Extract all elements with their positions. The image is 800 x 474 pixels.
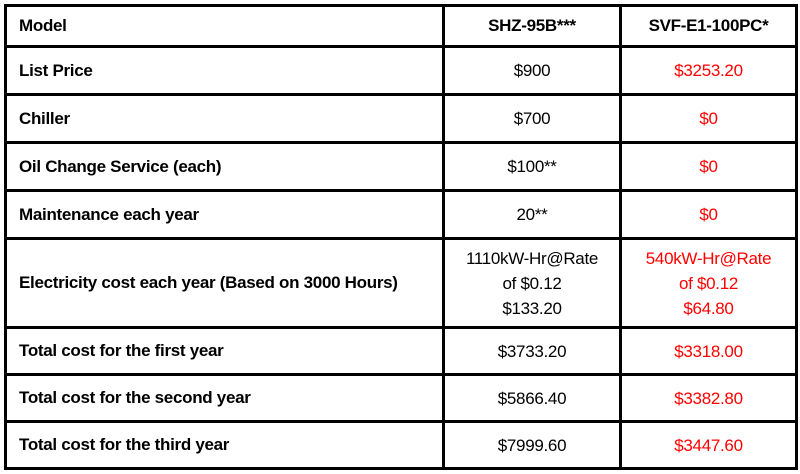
shz-value-cell: $700	[442, 93, 622, 144]
row-label: List Price	[4, 45, 445, 96]
row-label: Total cost for the first year	[4, 326, 445, 376]
shz-value-cell: $3733.20	[442, 326, 622, 376]
value-line: $5866.40	[497, 388, 567, 408]
svf-value-cell: $0	[619, 141, 798, 192]
svf-value-cell: $3447.60	[619, 420, 798, 470]
svf-value-cell: $3382.80	[619, 373, 798, 423]
value-line: $700	[513, 109, 551, 128]
row-label: Chiller	[4, 93, 445, 144]
table-row: List Price $900 $3253.20	[4, 45, 798, 96]
table-row: Total cost for the third year $7999.60 $…	[4, 420, 798, 470]
svf-value-cell: $3253.20	[619, 45, 798, 96]
value-line: of $0.12	[678, 273, 739, 293]
value-line: $3253.20	[674, 61, 743, 80]
row-label: Electricity cost each year (Based on 300…	[4, 237, 445, 329]
table-row: Chiller $700 $0	[4, 93, 798, 144]
value-line: $64.80	[683, 298, 734, 318]
value-line: $3318.00	[674, 341, 743, 361]
value-line: $100**	[507, 157, 557, 176]
value-line: 20**	[516, 205, 548, 224]
value-line: $7999.60	[497, 435, 567, 455]
value-line: $900	[513, 61, 551, 80]
value-line: 540kW-Hr@Rate	[645, 248, 772, 268]
value-line: $0	[699, 109, 718, 128]
column-header-model: Model	[4, 4, 445, 48]
shz-value-cell: 1110kW-Hr@Rate of $0.12 $133.20	[442, 237, 622, 329]
table-row: Maintenance each year 20** $0	[4, 189, 798, 240]
table-row: Total cost for the first year $3733.20 $…	[4, 326, 798, 376]
table-row: Oil Change Service (each) $100** $0	[4, 141, 798, 192]
shz-value-cell: 20**	[442, 189, 622, 240]
cost-comparison-table: Model SHZ-95B*** SVF-E1-100PC* List Pric…	[4, 4, 798, 470]
table-header-row: Model SHZ-95B*** SVF-E1-100PC*	[4, 4, 798, 48]
row-label: Oil Change Service (each)	[4, 141, 445, 192]
value-line: of $0.12	[502, 273, 562, 293]
svf-value-cell: $0	[619, 93, 798, 144]
svf-value-cell: $3318.00	[619, 326, 798, 376]
value-line: $0	[699, 205, 718, 224]
svf-value-cell: 540kW-Hr@Rate of $0.12 $64.80	[619, 237, 798, 329]
value-line: $3447.60	[674, 435, 743, 455]
column-header-svf-e1-100pc: SVF-E1-100PC*	[619, 4, 798, 48]
shz-value-cell: $7999.60	[442, 420, 622, 470]
table-row: Electricity cost each year (Based on 300…	[4, 237, 798, 329]
shz-value-cell: $5866.40	[442, 373, 622, 423]
column-header-shz-95b: SHZ-95B***	[442, 4, 622, 48]
row-label: Total cost for the third year	[4, 420, 445, 470]
value-line: 1110kW-Hr@Rate	[465, 248, 599, 268]
row-label: Maintenance each year	[4, 189, 445, 240]
svf-value-cell: $0	[619, 189, 798, 240]
value-line: $3733.20	[497, 341, 567, 361]
value-line: $0	[699, 157, 718, 176]
shz-value-cell: $100**	[442, 141, 622, 192]
value-line: $133.20	[502, 298, 562, 318]
row-label: Total cost for the second year	[4, 373, 445, 423]
table-row: Total cost for the second year $5866.40 …	[4, 373, 798, 423]
value-line: $3382.80	[674, 388, 743, 408]
shz-value-cell: $900	[442, 45, 622, 96]
